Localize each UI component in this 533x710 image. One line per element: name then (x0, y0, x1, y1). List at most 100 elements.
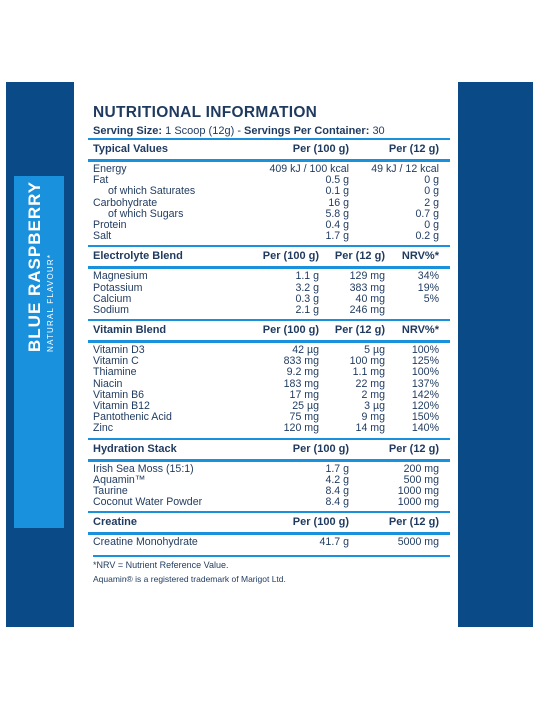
value-per-serving: 100 mg (349, 355, 385, 368)
value-per-serving: 0 g (424, 218, 439, 231)
nutrient-name: Sodium (93, 303, 129, 316)
nutrient-name: Protein (93, 218, 127, 231)
value-per-100g: 183 mg (283, 377, 319, 390)
value-per-serving: 14 mg (355, 422, 385, 435)
nutrition-panel: NUTRITIONAL INFORMATION Serving Size: 1 … (88, 102, 450, 584)
table-row: Niacin 183 mg 22 mg 137% (88, 377, 450, 390)
nutrient-name: Vitamin B6 (93, 388, 145, 401)
nutrient-name: Vitamin B12 (93, 400, 150, 412)
nrv-percent: 150% (411, 411, 439, 424)
servings-per-container-label: Servings Per Container: (244, 125, 370, 137)
value-per-100g: 0.4 g (325, 218, 349, 231)
header-cell: Per (100 g) (262, 250, 319, 263)
header-cell: Per (12 g) (388, 442, 439, 455)
nutrient-name: Niacin (93, 377, 123, 390)
value-per-serving: 5000 mg (397, 536, 439, 549)
value-per-serving: 2 g (424, 196, 439, 209)
serving-size-label: Serving Size: (93, 125, 163, 137)
creatine-section: Creatine Per (100 g) Per (12 g) Creatine… (88, 511, 450, 551)
header-cell: Per (100 g) (292, 143, 349, 155)
value-per-100g: 0.3 g (295, 292, 319, 305)
header-cell: Electrolyte Blend (93, 250, 183, 263)
value-per-100g: 17 mg (289, 388, 319, 401)
serving-size-value: 1 Scoop (12g) (165, 125, 235, 137)
table-row: Energy 409 kJ / 100 kcal 49 kJ / 12 kcal (88, 163, 450, 175)
table-row: Calcium 0.3 g 40 mg 5% (88, 292, 450, 305)
table-row: Vitamin C 833 mg 100 mg 125% (88, 356, 450, 367)
table-row: Coconut Water Powder 8.4 g 1000 mg (88, 496, 450, 509)
value-per-100g: 2.1 g (295, 303, 319, 316)
nutrient-name: Potassium (93, 281, 143, 294)
table-row: Irish Sea Moss (15:1) 1.7 g 200 mg (88, 463, 450, 475)
flavour-name: BLUE RASPBERRY (25, 180, 44, 352)
trademark-note: Aquamin® is a registered trademark of Ma… (93, 573, 286, 584)
nrv-percent: 142% (411, 388, 439, 401)
table-row: Salt 1.7 g 0.2 g (88, 230, 450, 243)
value-per-100g: 8.4 g (325, 484, 349, 497)
table-row: Magnesium 1.1 g 129 mg 34% (88, 271, 450, 282)
nutrient-name: of which Sugars (108, 207, 184, 220)
value-per-serving: 383 mg (349, 281, 385, 294)
value-per-serving: 1000 mg (397, 484, 439, 497)
table-body: Energy 409 kJ / 100 kcal 49 kJ / 12 kcal F… (88, 162, 450, 245)
value-per-100g: 120 mg (283, 422, 319, 435)
nutrient-name: Energy (93, 163, 127, 175)
value-per-serving: 1.1 mg (352, 366, 385, 379)
table-row: Fat 0.5 g 0 g (88, 174, 450, 187)
nutrient-name: Fat (93, 174, 109, 187)
table-row: Creatine Monohydrate 41.7 g 5000 mg (88, 537, 450, 548)
nrv-percent: 100% (411, 366, 439, 379)
table-row: Sodium 2.1 g 246 mg (88, 303, 450, 316)
value-per-100g: 3.2 g (295, 281, 319, 294)
table-row: Zinc 120 mg 14 mg 140% (88, 423, 450, 434)
value-per-serving: 1000 mg (397, 496, 439, 509)
value-per-100g: 75 mg (289, 411, 319, 424)
value-per-100g: 16 g (328, 196, 349, 209)
value-per-serving: 0 g (424, 174, 439, 187)
nrv-percent: 19% (417, 281, 439, 294)
header-cell: Per (100 g) (292, 442, 349, 455)
table-header: Typical Values Per (100 g) Per (12 g) (88, 138, 450, 162)
value-per-100g: 42 µg (292, 344, 319, 357)
nutrient-name: Pantothenic Acid (93, 411, 172, 424)
nutrient-name: Thiamine (93, 366, 137, 379)
value-per-serving: 22 mg (355, 377, 385, 390)
value-per-100g: 1.1 g (295, 270, 319, 283)
header-cell: Per (12 g) (334, 250, 385, 263)
serving-info: Serving Size: 1 Scoop (12g) - Servings P… (93, 124, 450, 138)
nutrient-name: Vitamin C (93, 355, 139, 368)
header-cell: Per (100 g) (292, 516, 349, 529)
value-per-serving: 0.7 g (415, 207, 439, 220)
value-per-serving: 40 mg (355, 292, 385, 305)
right-brand-band (458, 82, 533, 627)
value-per-100g: 833 mg (283, 355, 319, 368)
table-header: Vitamin Blend Per (100 g) Per (12 g) NRV… (88, 319, 450, 344)
table-header: Hydration Stack Per (100 g) Per (12 g) (88, 437, 450, 462)
value-per-serving: 3 µg (364, 400, 385, 412)
header-cell: NRV%* (401, 250, 439, 263)
servings-per-container-value: 30 (372, 125, 385, 137)
value-per-serving: 0 g (424, 185, 439, 198)
value-per-100g: 25 µg (292, 400, 319, 412)
header-cell: Per (12 g) (388, 516, 439, 529)
value-per-serving: 246 mg (349, 303, 385, 316)
value-per-serving: 5 µg (364, 344, 385, 357)
value-per-100g: 8.4 g (325, 496, 349, 509)
value-per-serving: 129 mg (349, 270, 385, 283)
vitamin-blend-section: Vitamin Blend Per (100 g) Per (12 g) NRV… (88, 319, 450, 438)
header-cell: Per (100 g) (262, 324, 319, 337)
table-body: Magnesium 1.1 g 129 mg 34% Potassium 3.2 g 38… (88, 269, 450, 319)
ingredient-name: Creatine Monohydrate (93, 536, 198, 549)
table-body: Irish Sea Moss (15:1) 1.7 g 200 mg Aquamin… (88, 462, 450, 512)
table-body: Creatine Monohydrate 41.7 g 5000 mg (88, 535, 450, 551)
value-per-100g: 0.5 g (325, 174, 349, 187)
nutrient-name: Magnesium (93, 270, 148, 283)
nrv-percent: 100% (411, 344, 439, 357)
table-row: Thiamine 9.2 mg 1.1 mg 100% (88, 367, 450, 378)
nrv-percent: 140% (411, 422, 439, 435)
value-per-serving: 0.2 g (415, 230, 439, 243)
serving-separator: - (237, 125, 241, 137)
value-per-100g: 0.1 g (325, 185, 349, 198)
value-per-serving: 2 mg (361, 388, 385, 401)
table-row: Protein 0.4 g 0 g (88, 218, 450, 231)
